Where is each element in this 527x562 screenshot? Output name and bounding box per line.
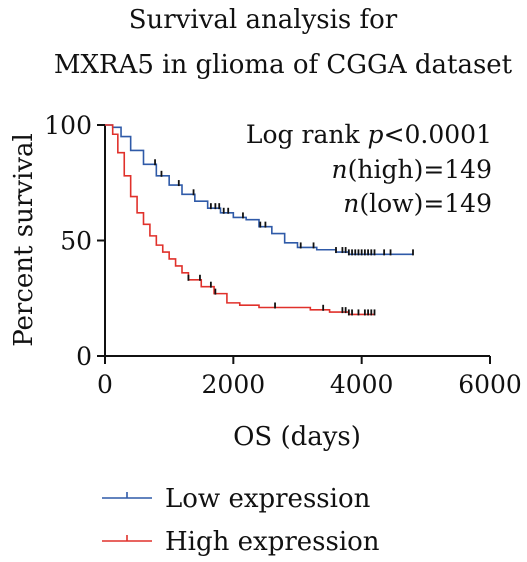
y-ticks: 0 50 100 <box>44 111 105 371</box>
n-low-var: n <box>343 189 359 218</box>
n-high-var: n <box>332 155 348 184</box>
x-tick-label: 4000 <box>330 370 394 399</box>
n-low-text: (low)=149 <box>359 189 492 218</box>
y-axis-label: Percent survival <box>9 133 39 347</box>
n-high-annotation: n(high)=149 <box>332 155 492 184</box>
log-rank-value: <0.0001 <box>384 120 492 149</box>
x-tick-label: 0 <box>97 370 113 399</box>
log-rank-prefix: Log rank <box>246 120 368 149</box>
series-layer <box>105 124 414 316</box>
x-ticks: 0 2000 4000 6000 <box>97 356 522 399</box>
legend: Low expression High expression <box>102 484 380 557</box>
x-tick-label: 2000 <box>202 370 266 399</box>
n-low-annotation: n(low)=149 <box>343 189 492 218</box>
x-axis-label: OS (days) <box>233 422 361 452</box>
series-line-high-expression <box>105 124 375 316</box>
log-rank-annotation: Log rank p<0.0001 <box>246 120 492 149</box>
y-tick-label: 0 <box>76 342 92 371</box>
chart-title-line-2: MXRA5 in glioma of CGGA dataset <box>54 50 513 80</box>
log-rank-p: p <box>368 120 384 149</box>
y-tick-label: 100 <box>44 111 92 140</box>
legend-label: Low expression <box>165 484 371 514</box>
y-tick-label: 50 <box>60 227 92 256</box>
n-high-text: (high)=149 <box>348 155 492 184</box>
legend-label: High expression <box>165 527 380 557</box>
chart-title-line-1: Survival analysis for <box>129 5 398 35</box>
x-tick-label: 6000 <box>458 370 522 399</box>
